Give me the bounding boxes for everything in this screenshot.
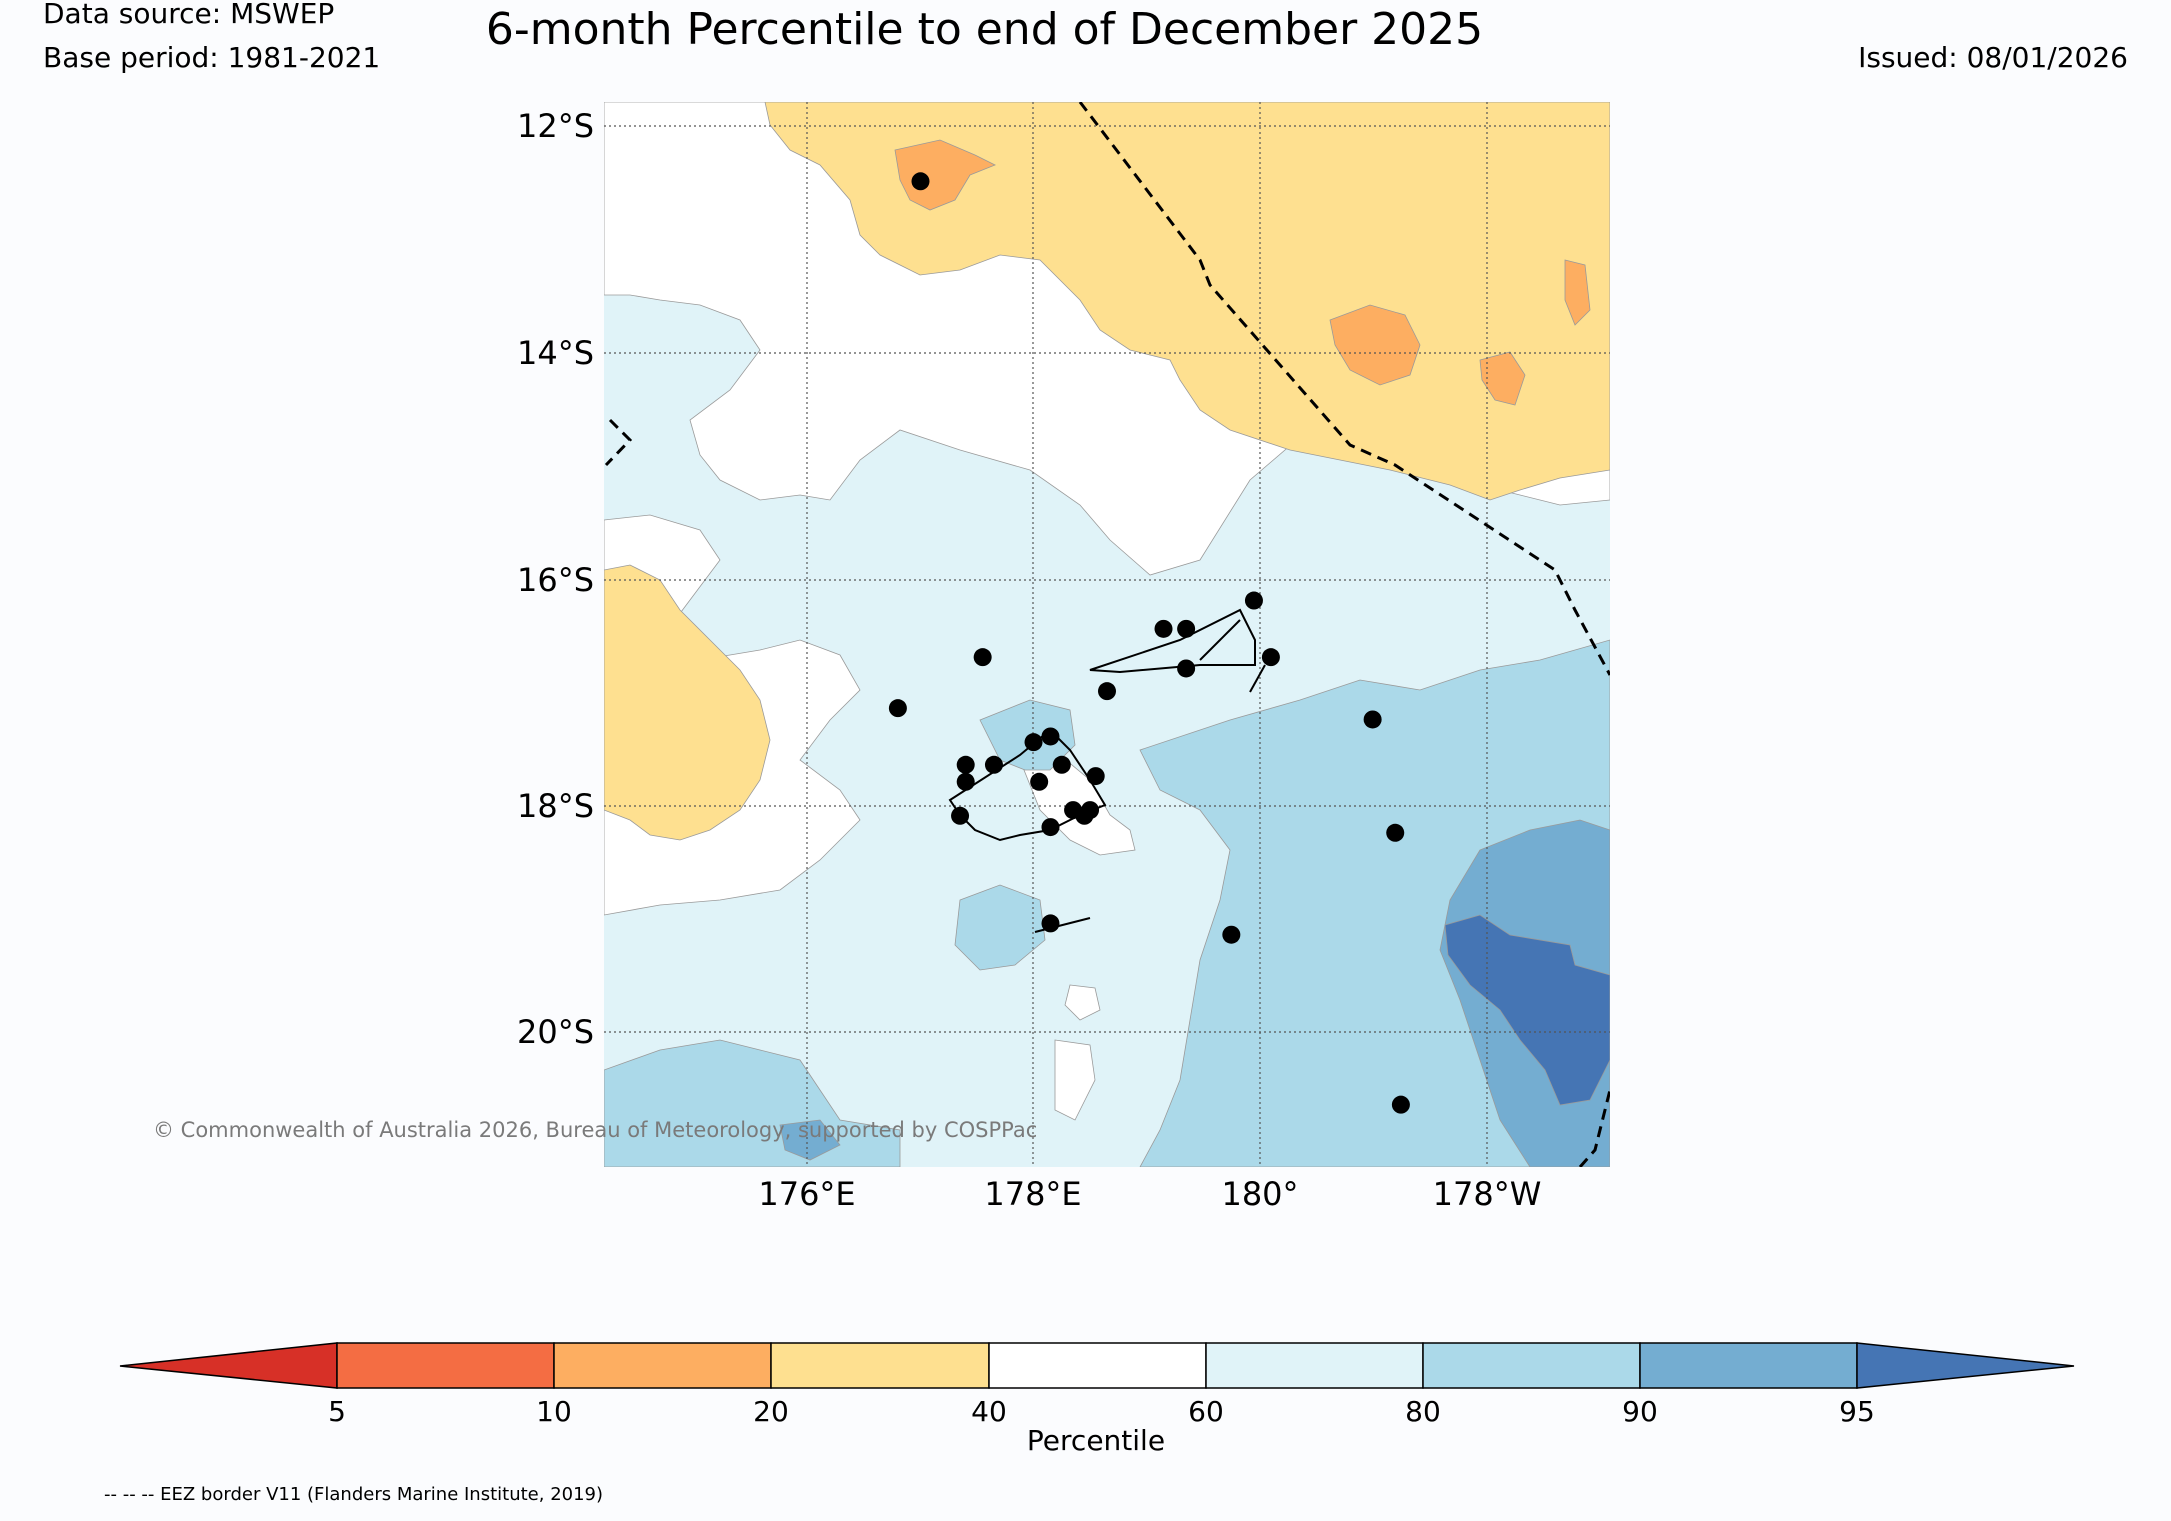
station-marker [1030,772,1049,791]
island-outline-vanua-levu-inner [1199,619,1241,661]
band-20-40-north [764,102,1610,501]
station-marker [1363,710,1382,729]
island-outline-taveuni [1249,664,1266,693]
station-marker [1154,619,1173,638]
station-marker [973,648,992,667]
title-text: 6-month Percentile to end of December 20… [485,4,1484,55]
band-90-95-southwest [779,1119,841,1161]
colorbar-tick-label: 5 [328,1395,346,1428]
station-marker [1052,755,1071,774]
station-marker [1041,818,1060,837]
eez-border-note: -- -- -- EEZ border V11 (Flanders Marine… [104,1484,604,1505]
station-marker [1222,925,1241,944]
copyright-text: © Commonwealth of Australia 2026, Bureau… [153,1118,1037,1142]
band-20-40-west [604,564,771,841]
lat-tick-label: 14°S [517,334,594,372]
station-marker [956,772,975,791]
station-marker [1075,806,1094,825]
colorbar-tick-label: 60 [1188,1395,1224,1428]
colorbar-ticks: 5 10 20 40 60 80 90 95 [328,1395,1875,1428]
station-marker [1261,648,1280,667]
station-markers [888,172,1410,1114]
station-marker [888,699,907,718]
station-marker [1041,727,1060,746]
station-marker [911,172,930,191]
lon-tick-label: 176°E [758,1175,855,1213]
eez-border-northeast [1078,102,1610,676]
band-above-95-east [1444,914,1610,1106]
colorbar-seg-80-90 [1422,1342,1641,1389]
colorbar-extend-high [1856,1342,2075,1389]
colorbar-seg-10-20 [553,1342,772,1389]
colorbar-seg-20-40 [770,1342,990,1389]
lat-tick-label: 16°S [517,561,594,599]
lon-tick-label: 178°W [1433,1175,1542,1213]
station-marker [1098,682,1116,701]
base-period: Base period: 1981-2021 [43,41,381,74]
station-marker [1386,823,1405,842]
colorbar-seg-90-95 [1639,1342,1858,1389]
band-80-90-south-lobe [954,884,1046,971]
page-title: 6-month Percentile to end of December 20… [0,2,2171,58]
map-panel [604,102,1610,1167]
colorbar-label: Percentile [1027,1424,1165,1457]
lat-tick-labels: 12°S 14°S 16°S 18°S 20°S [517,107,594,1051]
band-10-20-far-east [1564,259,1591,326]
colorbar-seg-60-80 [1205,1342,1424,1389]
colorbar-tick-label: 80 [1405,1395,1441,1428]
band-40-60-blob-a [1064,984,1101,1021]
colorbar-tick-label: 10 [536,1395,572,1428]
colorbar [119,1342,2075,1389]
station-marker [1177,659,1196,678]
station-marker [1086,767,1105,786]
colorbar-tick-label: 20 [753,1395,789,1428]
station-marker [951,806,970,825]
station-marker [1391,1095,1410,1114]
eez-border-west [604,418,633,467]
station-marker [984,755,1003,774]
band-40-60-blob-b [1054,1039,1096,1121]
station-marker [1177,619,1196,638]
colorbar-extend-low [119,1342,338,1389]
band-10-20-east [1479,351,1526,406]
issued-date: Issued: 08/01/2026 [1858,41,2128,74]
colorbar-seg-40-60 [988,1342,1207,1389]
data-source: Data source: MSWEP [43,0,335,30]
colorbar-seg-5-10 [336,1342,555,1389]
eez-border-southeast [1578,1089,1610,1167]
lat-tick-label: 12°S [517,107,594,145]
station-marker [1244,591,1263,610]
station-marker [1041,914,1060,933]
lon-tick-labels: 176°E 178°E 180° 178°W [758,1175,1541,1213]
lat-tick-label: 18°S [517,787,594,825]
station-marker [1024,733,1043,752]
colorbar-tick-label: 40 [971,1395,1007,1428]
colorbar-tick-label: 90 [1622,1395,1658,1428]
band-10-20-northwest [894,139,996,211]
station-marker [956,755,975,774]
lon-tick-label: 178°E [984,1175,1081,1213]
colorbar-tick-label: 95 [1839,1395,1875,1428]
lat-tick-label: 20°S [517,1013,594,1051]
lon-tick-label: 180° [1221,1175,1298,1213]
